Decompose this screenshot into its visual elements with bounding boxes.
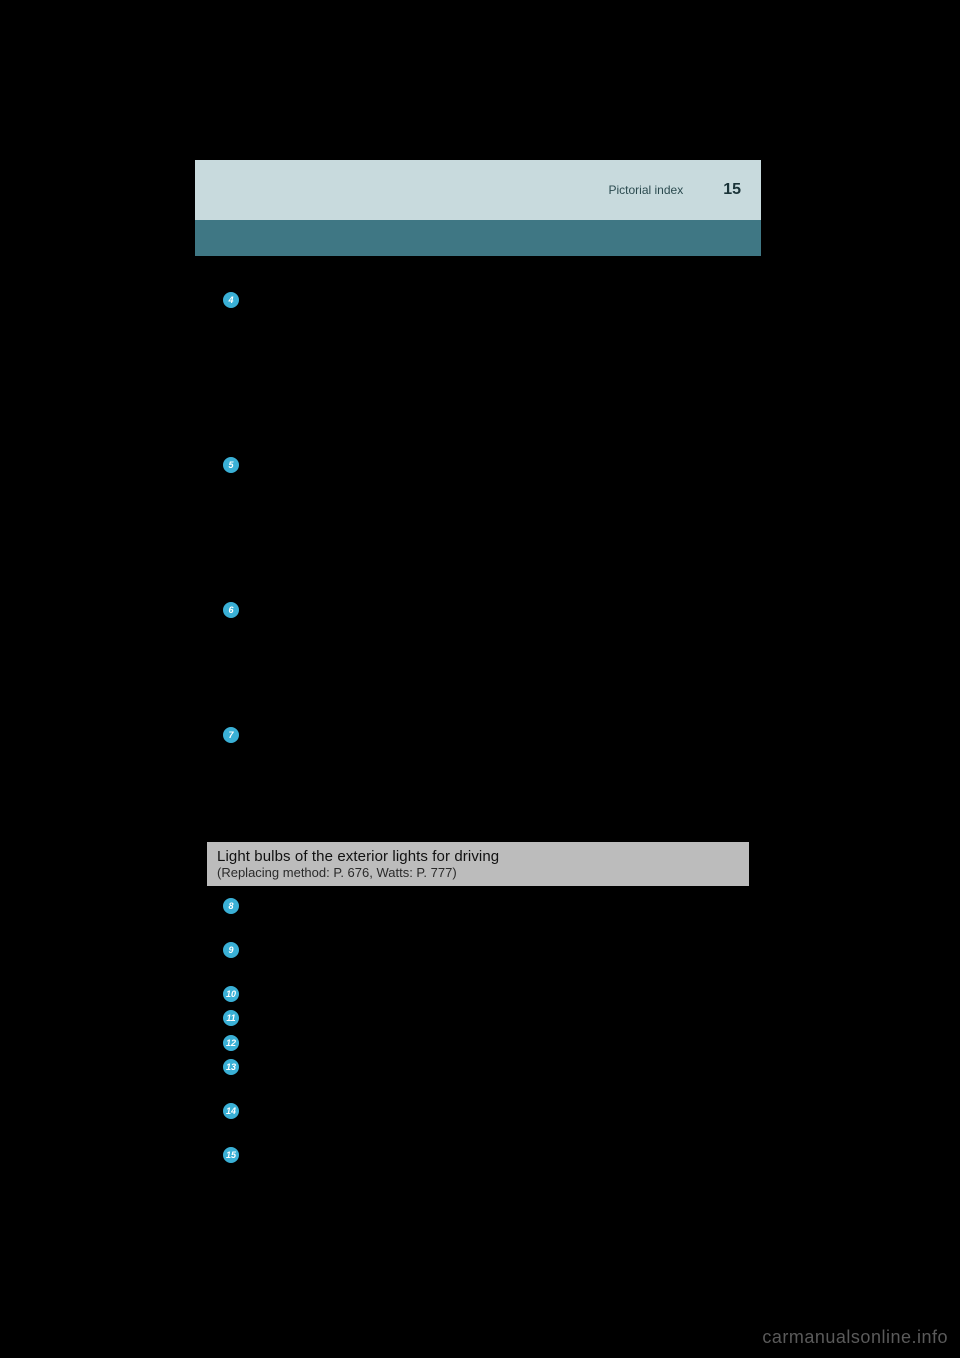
section-label: Pictorial index [609,183,684,197]
index-item: 6 Windshield wipers . . . . . . . . . . … [195,598,761,622]
watermark: carmanualsonline.info [762,1327,948,1348]
bullet-icon: 10 [223,986,239,1002]
bullet-icon: 14 [223,1103,239,1119]
index-sub: Adjusting the mirror angle . . . . . . .… [195,477,761,517]
index-item: 15 Back-up lights Shifting the shift lev… [195,1143,761,1187]
index-title: Outside rear view mirrors [249,457,394,472]
index-group-bottom: 8 Headlights . . . . . . . . . . . . . .… [195,894,761,1188]
index-sub: Precautions against winter season . . . … [195,622,761,662]
index-line: Fuel filler door . . . . . . . . . . . .… [249,725,761,745]
bullet-icon: 4 [223,292,239,308]
index-item: 9 Front fog lights* . . . . . . . . . . … [195,938,761,982]
index-sub: Warning lights/messages . . . . . . . . … [195,413,761,453]
page-content: 4 Back door . . . . . . . . . . . . . . … [195,270,761,1211]
index-sub: Fuel type/fuel tank capacity . . . . . .… [195,787,761,827]
index-line: Stop lights Rear turn signal lights . . … [249,1101,761,1141]
index-line: Back door . . . . . . . . . . . . . . . … [249,290,761,330]
index-page: P. 157 [249,312,285,327]
index-line: Front turn signal lights . . . . . . . .… [249,1008,761,1028]
index-title: Back door [249,292,308,307]
index-sub: Precautions against car wash . . . . . .… [195,683,761,723]
section-title: Light bulbs of the exterior lights for d… [217,848,739,865]
index-line: Parking lights/daytime running lights . … [249,984,761,1004]
footnote: *: If equipped [195,1197,761,1211]
index-dots: . . . . . . . . . . . . . . . . . . . . … [331,727,725,742]
index-sub: To prevent freezing (windshield wiper de… [195,663,761,683]
index-line: Side turn signal lights (if equipped) . … [249,1033,761,1053]
index-title: Fuel filler door [249,727,331,742]
index-sub: Folding the mirrors . . . . . . . . . . … [195,518,761,558]
bullet-icon: 15 [223,1147,239,1163]
index-dots: . . . . . . . . . . . . . . . . . . . . … [308,292,749,307]
index-page: P. 268 [725,727,761,742]
bullet-icon: 11 [223,1010,239,1026]
index-item: 14 Stop lights Rear turn signal lights .… [195,1099,761,1143]
bullet-icon: 7 [223,727,239,743]
index-sub: Refueling method . . . . . . . . . . . .… [195,747,761,787]
bullet-icon: 12 [223,1035,239,1051]
bullet-icon: 5 [223,457,239,473]
index-line: Windshield wipers . . . . . . . . . . . … [249,600,761,620]
index-item: 8 Headlights . . . . . . . . . . . . . .… [195,894,761,938]
index-item: 5 Outside rear view mirrors . . . . . . … [195,453,761,477]
index-group-top: 4 Back door . . . . . . . . . . . . . . … [195,288,761,828]
page-number: 15 [723,181,741,199]
page-header: Pictorial index 15 [195,160,761,220]
page-header-bar [195,220,761,256]
index-item: 12 Side turn signal lights (if equipped)… [195,1031,761,1055]
bullet-icon: 13 [223,1059,239,1075]
index-item: 10 Parking lights/daytime running lights… [195,982,761,1006]
index-page: P. 259 [719,602,755,617]
index-line: Back-up lights Shifting the shift lever … [249,1145,761,1185]
index-item: 7 Fuel filler door . . . . . . . . . . .… [195,723,761,747]
index-sub: Defogging the mirrors . . . . . . . . . … [195,558,761,598]
section-subtitle: (Replacing method: P. 676, Watts: P. 777… [217,865,739,880]
index-line: Tail lights . . . . . . . . . . . . . . … [249,1057,761,1097]
index-item: 13 Tail lights . . . . . . . . . . . . .… [195,1055,761,1099]
index-line: Headlights . . . . . . . . . . . . . . .… [249,896,761,936]
index-line: Outside rear view mirrors . . . . . . . … [249,455,761,475]
index-sub: Opening from outside . . . . . . . . . .… [195,373,761,413]
manual-page: Pictorial index 15 4 Back door . . . . .… [195,160,761,1200]
index-item: 4 Back door . . . . . . . . . . . . . . … [195,288,761,332]
index-dots: . . . . . . . . . . . . . . . . . . . . … [394,457,708,472]
bullet-icon: 8 [223,898,239,914]
bullet-icon: 9 [223,942,239,958]
index-sub: Opening from inside the cabin* . . . . .… [195,332,761,372]
index-dots: . . . . . . . . . . . . . . . . . . . . … [354,602,719,617]
index-item: 11 Front turn signal lights . . . . . . … [195,1006,761,1030]
index-page: P. 202 [708,457,744,472]
section-heading: Light bulbs of the exterior lights for d… [207,842,749,886]
index-title: Windshield wipers [249,602,354,617]
index-line: Front fog lights* . . . . . . . . . . . … [249,940,761,980]
bullet-icon: 6 [223,602,239,618]
